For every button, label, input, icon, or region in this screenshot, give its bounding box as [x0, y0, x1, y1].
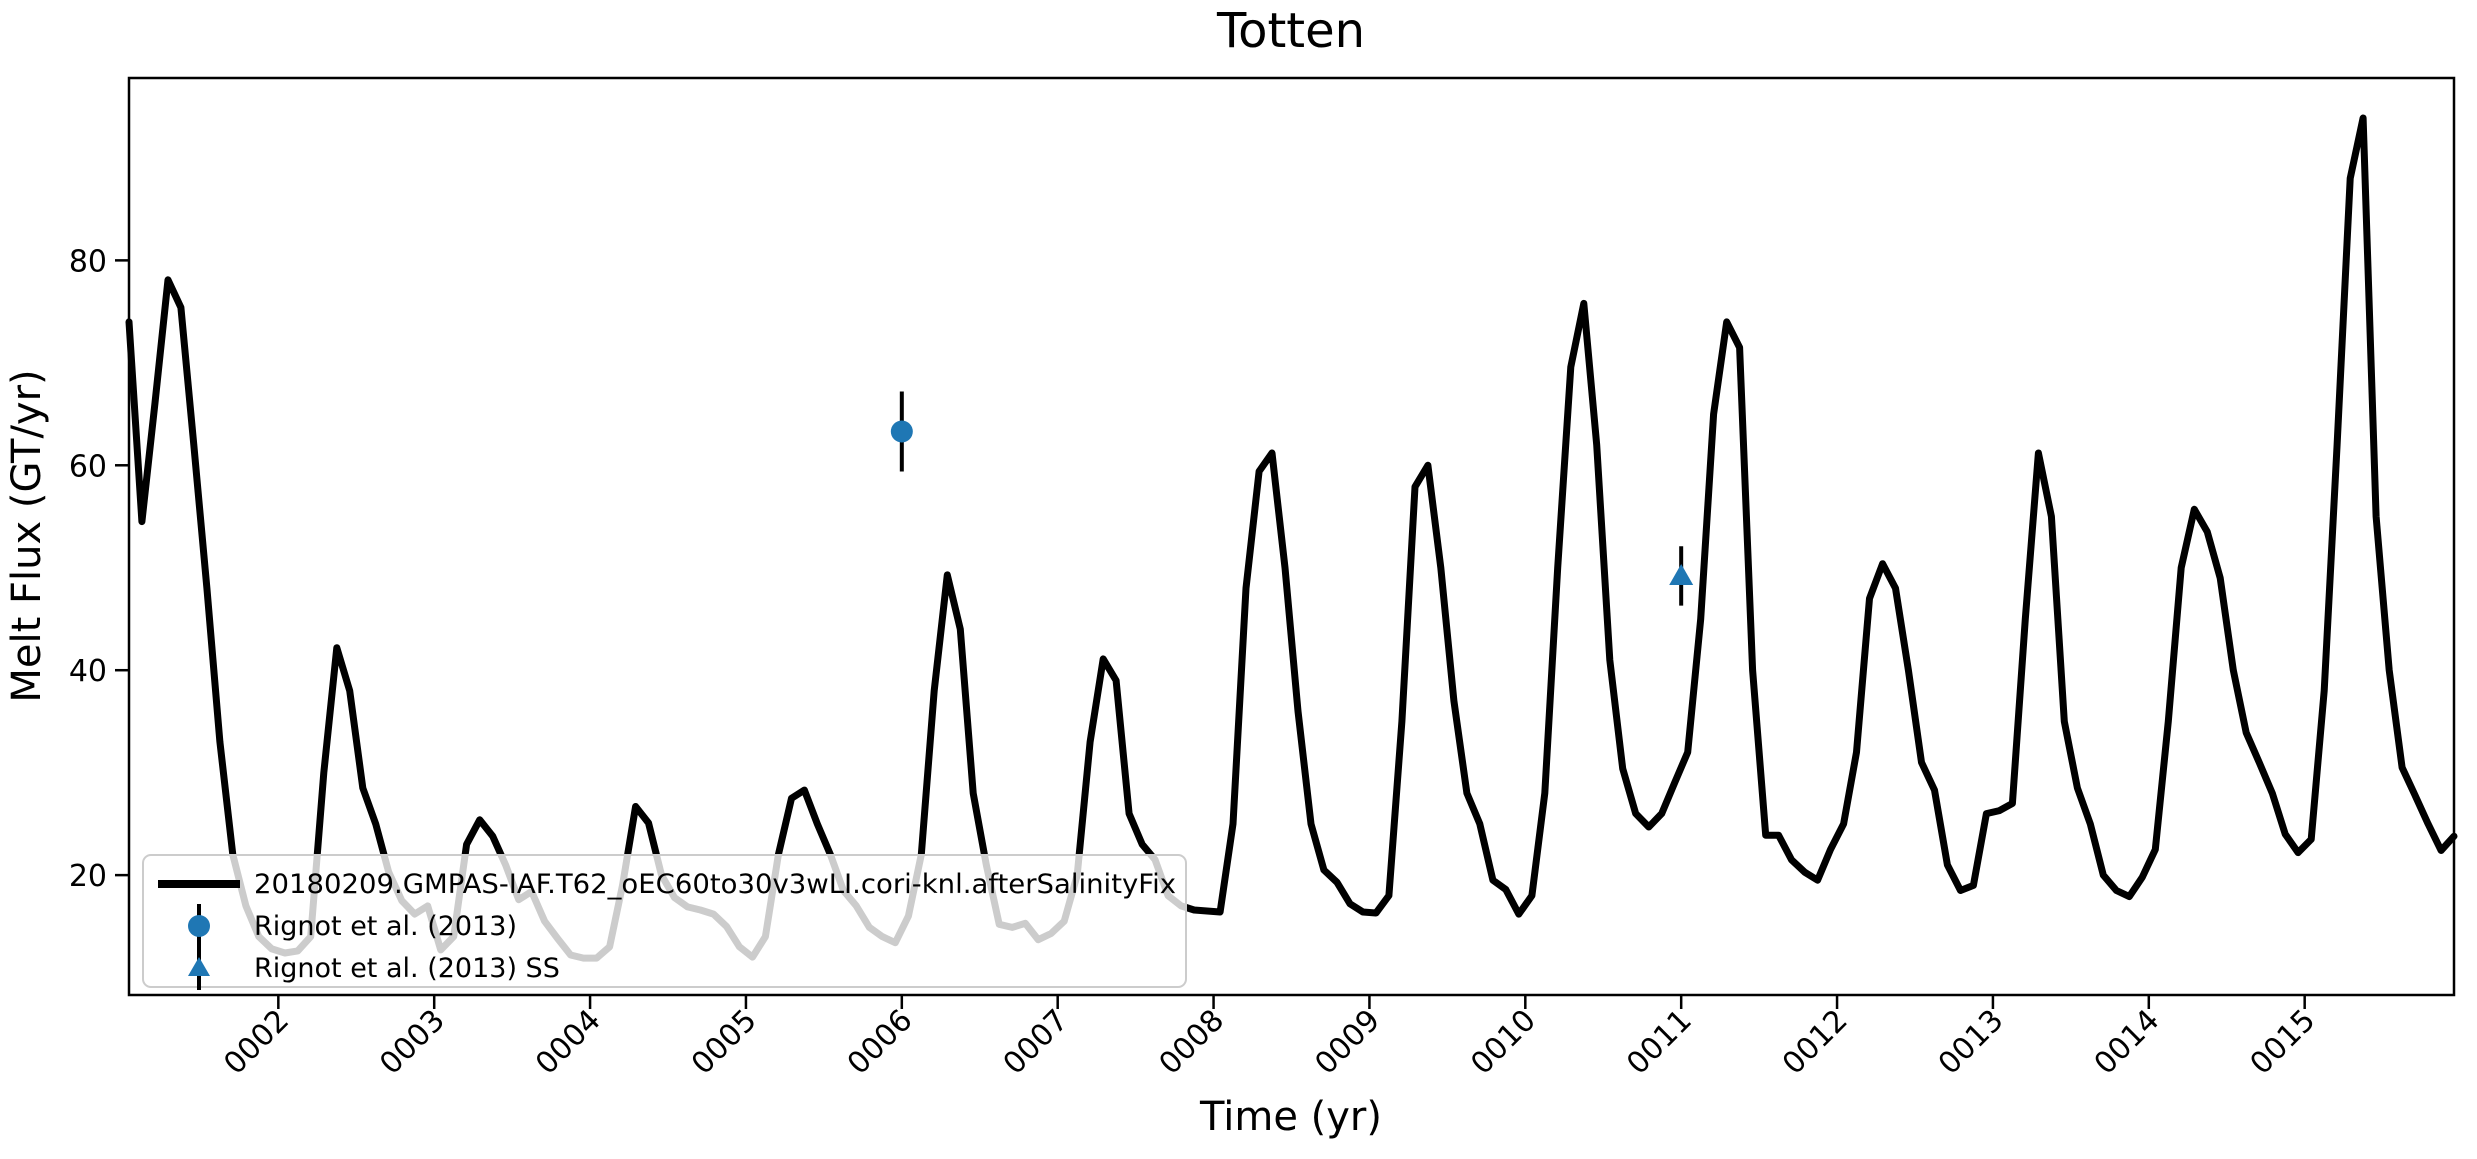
x-tick-label: 0012	[1776, 1003, 1855, 1082]
observation-triangle-marker	[1669, 563, 1694, 585]
y-tick-label: 40	[69, 654, 107, 689]
legend-label-rignot-ss: Rignot et al. (2013) SS	[254, 953, 560, 984]
legend-box	[142, 854, 1187, 988]
x-tick-label: 0003	[373, 1003, 452, 1082]
legend-triangle-icon	[188, 957, 210, 976]
y-axis-label: Melt Flux (GT/yr)	[4, 369, 50, 702]
x-axis-label: Time (yr)	[1199, 1094, 1382, 1140]
y-tick-label: 80	[69, 244, 107, 279]
x-tick-label: 0005	[685, 1003, 764, 1082]
x-tick-label: 0013	[1932, 1003, 2011, 1082]
x-tick-label: 0002	[217, 1003, 296, 1082]
legend-label-rignot: Rignot et al. (2013)	[254, 911, 517, 942]
x-tick-label: 0015	[2244, 1003, 2323, 1082]
observation-circle-marker	[890, 420, 913, 443]
legend-circle-icon	[188, 915, 210, 937]
x-tick-label: 0011	[1620, 1003, 1699, 1082]
x-tick-label: 0004	[529, 1003, 608, 1082]
x-tick-label: 0014	[2088, 1003, 2167, 1082]
x-tick-label: 0006	[841, 1003, 920, 1082]
x-tick-label: 0009	[1308, 1003, 1387, 1082]
melt-flux-line	[125, 114, 2458, 962]
x-tick-label: 0010	[1464, 1003, 1543, 1082]
y-tick-label: 60	[69, 449, 107, 484]
observation-markers	[890, 391, 1694, 606]
chart-title: Totten	[1216, 3, 1365, 59]
legend-label-run: 20180209.GMPAS-IAF.T62_oEC60to30v3wLI.co…	[254, 869, 1176, 900]
y-axis-ticks: 20 40 60 80	[69, 244, 129, 894]
x-tick-label: 0008	[1152, 1003, 1231, 1082]
y-tick-label: 20	[69, 859, 107, 894]
x-axis-ticks: 0002 0003 0004 0005 0006 0007 0008 0009 0010 0011…	[217, 995, 2322, 1082]
x-tick-label: 0007	[997, 1003, 1076, 1082]
plot-area	[127, 76, 2456, 997]
legend: 20180209.GMPAS-IAF.T62_oEC60to30v3wLI.co…	[142, 854, 1187, 990]
